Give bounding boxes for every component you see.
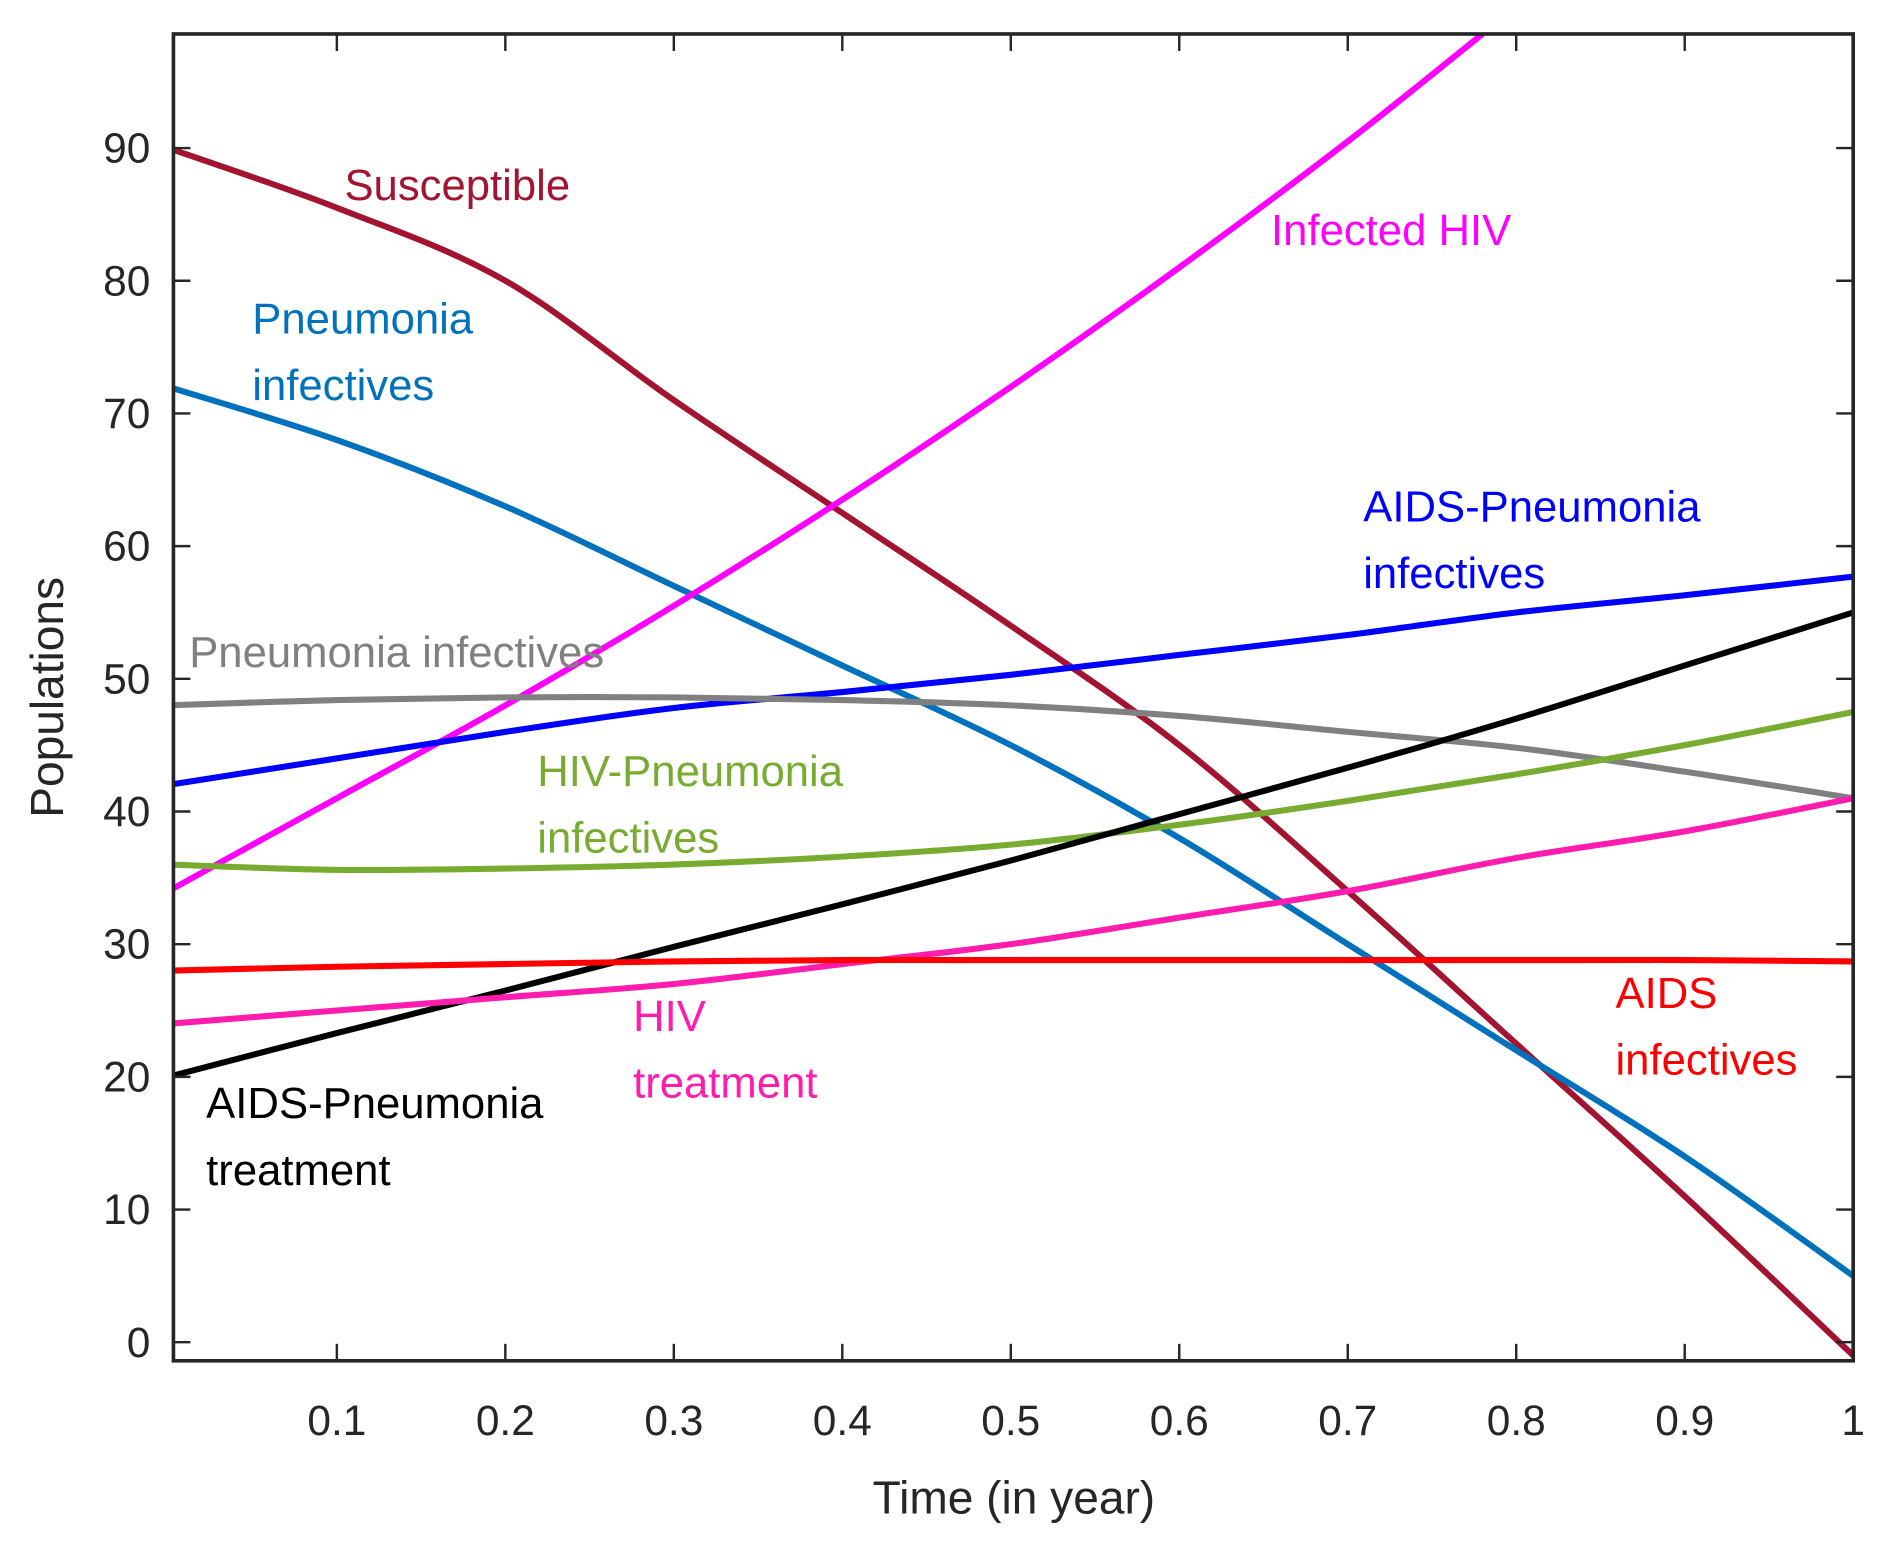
y-tick-label: 20: [103, 1053, 150, 1100]
x-tick-label: 0.6: [1150, 1397, 1209, 1444]
series-label-line: treatment: [633, 1059, 817, 1108]
y-tick-label: 60: [103, 523, 150, 570]
series-line-8: [173, 956, 1854, 974]
series-label-8: AIDS infectives: [1615, 969, 1797, 1085]
y-tick-label: 50: [103, 655, 150, 702]
series-label-2: Infected HIV: [1271, 206, 1511, 255]
series-label-line: infectives: [252, 361, 434, 410]
series-line-7: [173, 795, 1854, 1027]
y-axis-label: Populations: [21, 577, 73, 818]
x-tick-label: 0.1: [307, 1397, 366, 1444]
x-tick-label: 0.2: [476, 1397, 535, 1444]
series-label-1: Pneumonia infectives: [252, 295, 474, 411]
series-line-0: [173, 146, 1854, 1358]
series-label-4: Pneumonia infectives: [189, 628, 604, 677]
series-label-5: HIV-Pneumonia infectives: [537, 747, 843, 863]
y-tick-label: 10: [103, 1186, 150, 1233]
series-label-line: AIDS: [1615, 969, 1717, 1018]
y-tick-label: 70: [103, 390, 150, 437]
y-tick-label: 40: [103, 788, 150, 835]
series-label-line: AIDS-Pneumonia: [1363, 483, 1701, 532]
labels-layer: Susceptible Pneumonia infectives Infected H…: [189, 161, 1797, 1195]
x-tick-label: 0.8: [1487, 1397, 1546, 1444]
series-label-6: AIDS-Pneumonia treatment: [206, 1079, 544, 1195]
y-tick-label: 80: [103, 257, 150, 304]
series-label-line: infectives: [537, 814, 719, 863]
series-line-5: [173, 709, 1854, 874]
x-axis-label: Time (in year): [873, 1472, 1155, 1524]
series-label-line: Pneumonia infectives: [189, 628, 604, 677]
ticks-layer: 0.1 0.2 0.3 0.4 0.5 0.6 0.7 0.8 0.9 1010203040506…: [103, 33, 1865, 1444]
x-tick-label: 1: [1841, 1397, 1865, 1444]
series-label-3: AIDS-Pneumonia infectives: [1363, 483, 1701, 599]
series-line-3: [173, 573, 1854, 788]
series-line-2: [173, 33, 1485, 892]
series-label-line: AIDS-Pneumonia: [206, 1079, 544, 1128]
y-tick-label: 30: [103, 921, 150, 968]
series-label-line: Susceptible: [344, 161, 570, 210]
series-label-line: infectives: [1363, 549, 1545, 598]
series-label-line: HIV-Pneumonia: [537, 747, 843, 796]
x-tick-label: 0.7: [1318, 1397, 1377, 1444]
series-line-1: [173, 385, 1854, 1279]
x-tick-label: 0.5: [981, 1397, 1040, 1444]
x-tick-label: 0.9: [1655, 1397, 1714, 1444]
y-tick-label: 0: [127, 1319, 151, 1366]
series-label-line: Pneumonia: [252, 295, 474, 344]
y-tick-label: 90: [103, 125, 150, 172]
series-layer: [173, 33, 1854, 1358]
series-label-line: HIV: [633, 992, 706, 1041]
series-label-line: treatment: [206, 1146, 390, 1195]
series-label-line: Infected HIV: [1271, 206, 1511, 255]
x-tick-label: 0.4: [813, 1397, 872, 1444]
series-label-0: Susceptible: [344, 161, 570, 210]
plot-frame: [171, 32, 1856, 1363]
x-tick-label: 0.3: [644, 1397, 703, 1444]
series-label-line: infectives: [1615, 1036, 1797, 1085]
series-label-7: HIV treatment: [633, 992, 817, 1108]
series-line-4: [173, 694, 1854, 802]
